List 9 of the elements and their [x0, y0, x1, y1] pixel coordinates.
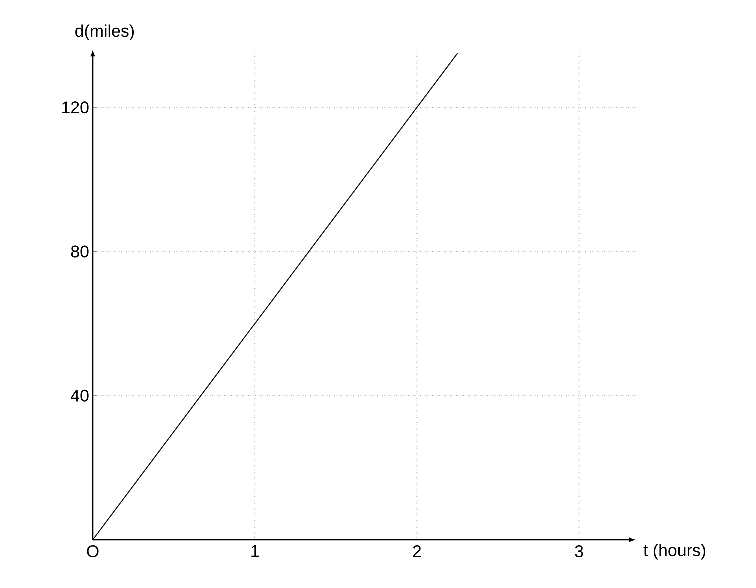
- x-tick-label: 3: [575, 546, 584, 558]
- y-tick-label: 40: [71, 390, 89, 402]
- x-axis-title: t (hours): [644, 544, 706, 560]
- x-tick-label: 1: [252, 546, 259, 558]
- x-tick-label: 2: [413, 546, 422, 558]
- y-tick-label: 120: [62, 102, 89, 114]
- y-tick-label: 80: [71, 246, 89, 258]
- y-axis-title: d(miles): [76, 24, 134, 40]
- x-tick-label: O: [87, 546, 99, 558]
